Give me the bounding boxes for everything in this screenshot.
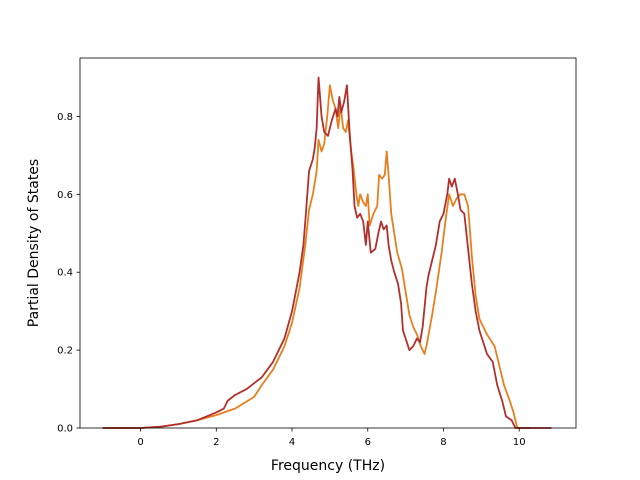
x-tick-label: 0 xyxy=(137,437,143,448)
x-axis: 0 2 4 6 8 10 xyxy=(137,428,526,448)
series-line-2 xyxy=(102,76,552,429)
y-tick-label: 0.4 xyxy=(57,268,73,279)
x-tick-label: 4 xyxy=(289,437,295,448)
y-axis: 0.0 0.2 0.4 0.6 0.8 xyxy=(57,112,80,435)
series-layer xyxy=(102,76,552,429)
x-axis-label: Frequency (THz) xyxy=(271,458,385,474)
plot-frame xyxy=(79,57,577,429)
series-line-1 xyxy=(102,84,531,429)
y-tick-label: 0.8 xyxy=(57,112,73,123)
y-tick-label: 0.0 xyxy=(57,424,73,435)
x-tick-label: 2 xyxy=(213,437,219,448)
x-tick-label: 8 xyxy=(440,437,446,448)
x-tick-label: 10 xyxy=(513,437,526,448)
y-tick-label: 0.6 xyxy=(57,190,73,201)
x-tick-label: 6 xyxy=(365,437,371,448)
y-tick-label: 0.2 xyxy=(57,346,73,357)
y-axis-label: Partial Density of States xyxy=(26,159,42,327)
